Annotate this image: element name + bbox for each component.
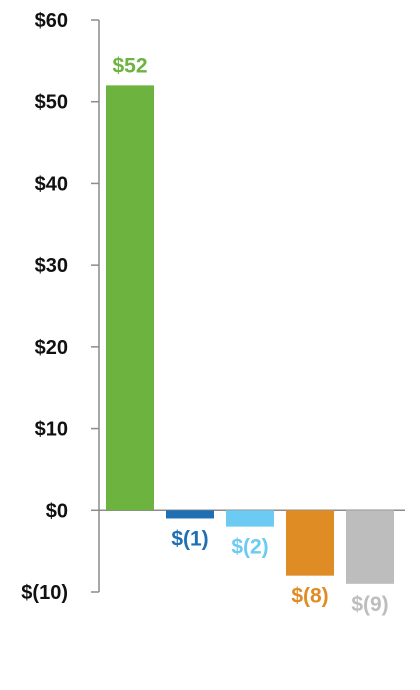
bar [166, 510, 214, 519]
y-tick-label: $(10) [21, 582, 68, 604]
bar-value-label: $52 [112, 54, 147, 77]
bar-value-label: $(1) [171, 527, 208, 550]
y-tick-label: $30 [35, 255, 68, 277]
y-tick-label: $20 [35, 337, 68, 359]
data-labels: $52 $(1) $(2) $(8) $(9) [112, 54, 388, 615]
bar [346, 510, 394, 584]
y-tick-label: $60 [35, 10, 68, 32]
bar-value-label: $(8) [291, 585, 328, 608]
bar [226, 510, 274, 527]
y-tick-label: $0 [46, 500, 68, 522]
y-tick-label: $40 [35, 173, 68, 195]
bars [106, 85, 394, 584]
bar [286, 510, 334, 576]
bar-value-label: $(9) [351, 593, 388, 616]
bar [106, 85, 154, 511]
bar-value-label: $(2) [231, 536, 268, 559]
y-tick-label: $10 [35, 419, 68, 441]
y-tick-label: $50 [35, 92, 68, 114]
